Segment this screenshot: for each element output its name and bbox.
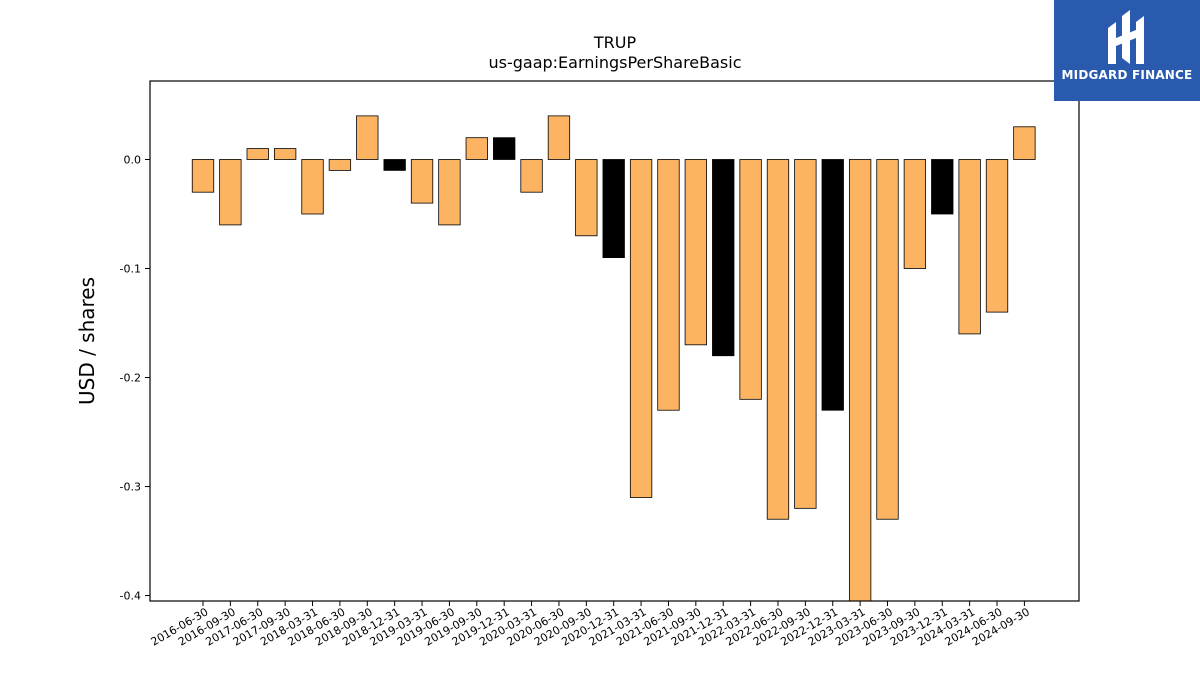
y-axis: -0.4 -0.3 -0.2 -0.1 0.0 xyxy=(120,153,150,603)
bar-2016-09-30 xyxy=(219,159,242,226)
bar-2024-09-30 xyxy=(1013,126,1036,160)
bar-2021-03-31 xyxy=(629,159,653,498)
bar-2018-03-31 xyxy=(301,159,324,215)
bar-2024-03-31 xyxy=(958,159,981,335)
bar-2017-06-30 xyxy=(246,148,269,160)
y-axis-label: USD / shares xyxy=(75,277,99,405)
bar-2020-12-31 xyxy=(602,159,625,259)
x-axis: 2016-06-302016-09-302017-06-302017-09-30… xyxy=(149,601,1032,649)
bar-2017-09-30 xyxy=(273,148,297,160)
plot-frame xyxy=(149,80,1080,602)
midgard-logo-icon xyxy=(1108,10,1144,64)
y-tick-label: 0.0 xyxy=(124,153,142,166)
logo-text: MIDGARD FINANCE xyxy=(1061,68,1193,82)
bar-2024-06-30 xyxy=(985,159,1009,313)
bar-2023-06-30 xyxy=(876,159,899,520)
bar-2022-03-31 xyxy=(739,159,762,400)
chart-subtitle: us-gaap:EarningsPerShareBasic xyxy=(488,53,741,72)
bar-2020-03-31 xyxy=(520,159,543,193)
bar-2021-06-30 xyxy=(657,159,680,411)
y-tick-label: -0.1 xyxy=(120,263,141,276)
y-tick-label: -0.2 xyxy=(120,372,141,385)
bar-2019-06-30 xyxy=(438,159,461,226)
bar-2018-12-31 xyxy=(383,159,406,171)
bars-group xyxy=(191,115,1036,602)
y-tick-label: -0.4 xyxy=(120,590,141,603)
bar-2016-06-30 xyxy=(191,159,215,193)
bar-2018-06-30 xyxy=(328,159,352,171)
bar-2023-12-31 xyxy=(931,159,954,215)
bar-2019-03-31 xyxy=(410,159,434,204)
bar-2023-03-31 xyxy=(848,159,872,602)
bar-2022-12-31 xyxy=(821,159,844,411)
chart-title: TRUP xyxy=(593,33,637,52)
bar-2023-09-30 xyxy=(903,159,927,269)
bar-2022-09-30 xyxy=(794,159,817,509)
bar-2021-09-30 xyxy=(684,159,707,346)
bar-2019-12-31 xyxy=(493,137,516,160)
bar-2018-09-30 xyxy=(356,115,379,160)
bar-2022-06-30 xyxy=(766,159,790,520)
y-tick-label: -0.3 xyxy=(120,481,141,494)
bar-2020-09-30 xyxy=(575,159,598,237)
midgard-finance-logo: MIDGARD FINANCE xyxy=(1054,0,1200,101)
bar-2019-09-30 xyxy=(465,137,488,160)
bar-2020-06-30 xyxy=(547,115,571,160)
bar-2021-12-31 xyxy=(712,159,735,357)
